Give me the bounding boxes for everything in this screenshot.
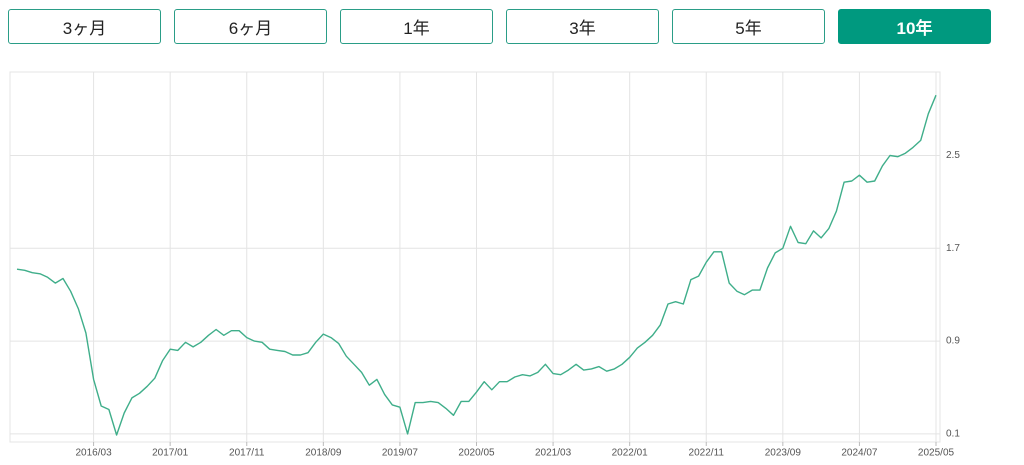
period-button[interactable]: 5年 (672, 9, 825, 44)
x-tick-label: 2017/11 (229, 448, 265, 459)
x-tick-label: 2024/07 (841, 448, 878, 459)
y-tick-label: 0.1 (946, 429, 960, 440)
x-tick-label: 2016/03 (76, 448, 113, 459)
price-line (16, 94, 937, 436)
y-tick-label: 1.7 (946, 243, 960, 254)
x-tick-label: 2023/09 (765, 448, 802, 459)
x-tick-label: 2022/11 (689, 448, 725, 459)
period-button[interactable]: 3年 (506, 9, 659, 44)
period-button[interactable]: 6ヶ月 (174, 9, 327, 44)
period-buttons: 3ヶ月 6ヶ月 1年 3年 5年 10年 (8, 9, 991, 44)
y-tick-label: 2.5 (946, 150, 960, 161)
x-tick-label: 2022/01 (612, 448, 649, 459)
period-button[interactable]: 10年 (838, 9, 991, 44)
period-button[interactable]: 1年 (340, 9, 493, 44)
period-button[interactable]: 3ヶ月 (8, 9, 161, 44)
x-tick-label: 2025/05 (918, 448, 955, 459)
x-tick-label: 2021/03 (535, 448, 572, 459)
x-tick-label: 2017/01 (152, 448, 189, 459)
x-tick-label: 2018/09 (305, 448, 342, 459)
x-tick-label: 2020/05 (458, 448, 495, 459)
x-tick-label: 2019/07 (382, 448, 419, 459)
plot-frame (9, 71, 941, 443)
y-tick-label: 0.9 (946, 336, 960, 347)
